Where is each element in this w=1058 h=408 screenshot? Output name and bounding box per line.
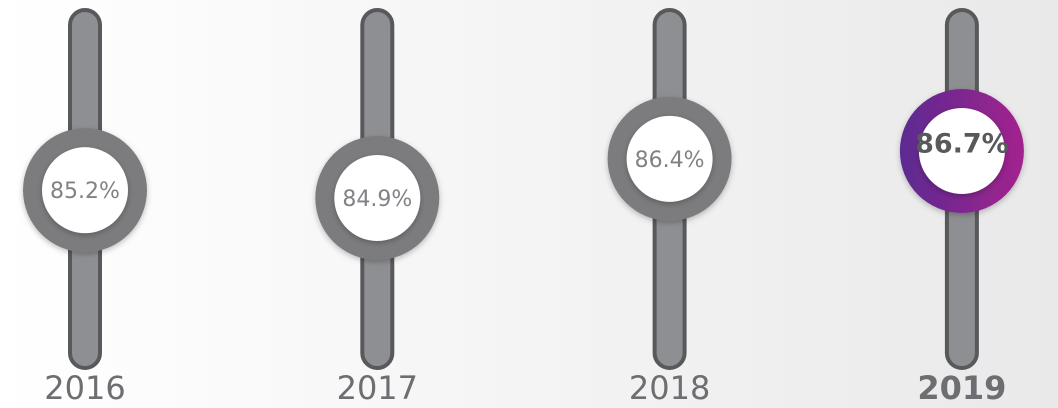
knob-center <box>334 155 421 241</box>
value-label: 86.7% <box>915 129 1009 160</box>
knob-center <box>918 108 1005 194</box>
knob-center <box>42 147 128 234</box>
category-label: 2016 <box>44 369 125 407</box>
category-label: 2018 <box>629 369 710 407</box>
knob-center <box>626 115 713 202</box>
category-label: 2017 <box>337 369 418 407</box>
category-label: 2019 <box>917 369 1006 407</box>
value-label: 86.4% <box>635 148 705 173</box>
value-label: 85.2% <box>50 179 120 204</box>
value-label: 84.9% <box>342 187 412 212</box>
